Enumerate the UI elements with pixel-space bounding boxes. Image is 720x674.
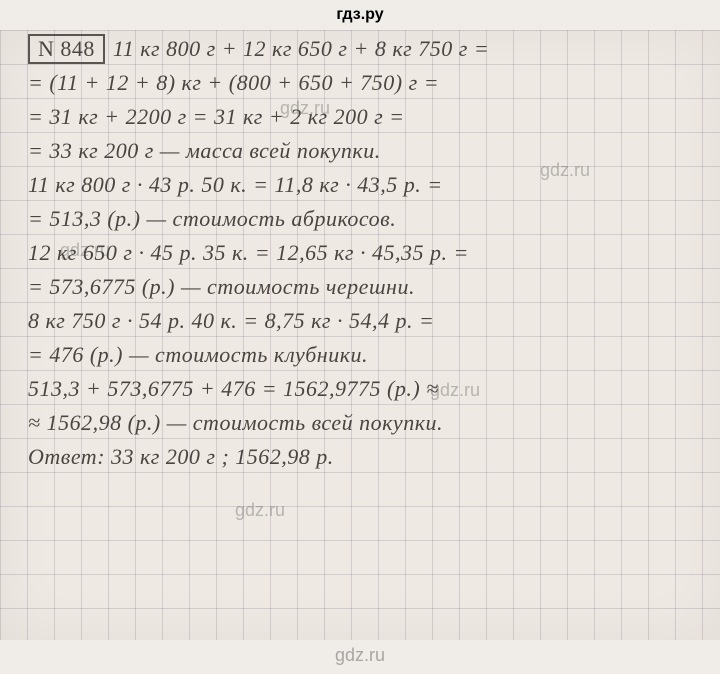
solution-line-11: 513,3 + 573,6775 + 476 = 1562,9775 (р.) … [28, 372, 700, 406]
solution-line-5: 11 кг 800 г · 43 р. 50 к. = 11,8 кг · 43… [28, 168, 700, 202]
solution-line-9: 8 кг 750 г · 54 р. 40 к. = 8,75 кг · 54,… [28, 304, 700, 338]
solution-line-13: Ответ: 33 кг 200 г ; 1562,98 р. [28, 440, 700, 474]
solution-line-12: ≈ 1562,98 (р.) — стоимость всей покупки. [28, 406, 700, 440]
solution-line-8: = 573,6775 (р.) — стоимость черешни. [28, 270, 700, 304]
solution-line-3: = 31 кг + 2200 г = 31 кг + 2 кг 200 г = [28, 100, 700, 134]
solution-line-10: = 476 (р.) — стоимость клубники. [28, 338, 700, 372]
solution-line-4: = 33 кг 200 г — масса всей покупки. [28, 134, 700, 168]
watermark-5: gdz.ru [235, 500, 285, 521]
line-text: 11 кг 800 г + 12 кг 650 г + 8 кг 750 г = [113, 36, 489, 62]
solution-line-1: N 848 11 кг 800 г + 12 кг 650 г + 8 кг 7… [28, 32, 700, 66]
problem-number-box: N 848 [28, 34, 105, 64]
page-header: гдз.ру [0, 0, 720, 30]
solution-line-2: = (11 + 12 + 8) кг + (800 + 650 + 750) г… [28, 66, 700, 100]
solution-line-6: = 513,3 (р.) — стоимость абрикосов. [28, 202, 700, 236]
solution-line-7: 12 кг 650 г · 45 р. 35 к. = 12,65 кг · 4… [28, 236, 700, 270]
notebook-paper: N 848 11 кг 800 г + 12 кг 650 г + 8 кг 7… [0, 30, 720, 640]
footer-watermark: gdz.ru [0, 645, 720, 666]
